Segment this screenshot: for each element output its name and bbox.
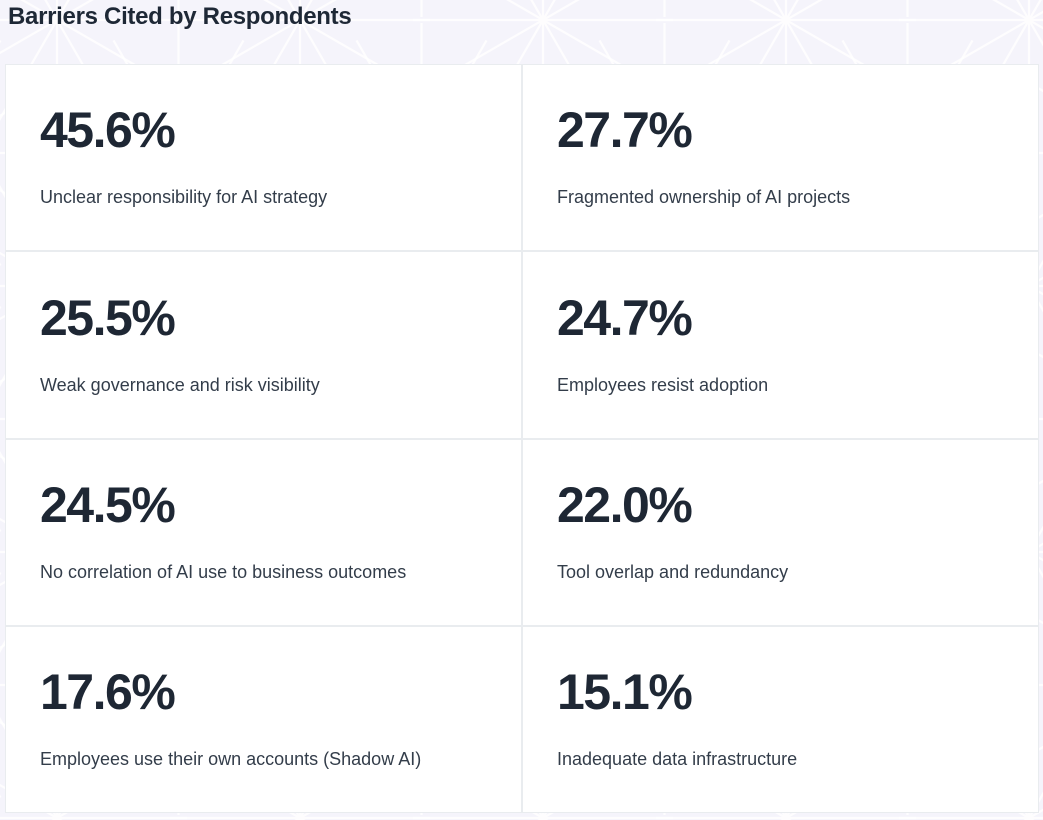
stat-card: 17.6% Employees use their own accounts (…	[5, 625, 522, 813]
stat-value: 25.5%	[40, 289, 176, 346]
stat-value: 45.6%	[40, 102, 176, 159]
stat-value: 24.7%	[557, 289, 693, 346]
stat-card: 27.7% Fragmented ownership of AI project…	[522, 64, 1039, 252]
stat-value: 22.0%	[557, 476, 693, 533]
stat-label: No correlation of AI use to business out…	[40, 561, 407, 582]
stat-value: 15.1%	[557, 664, 693, 721]
stat-value: 24.5%	[40, 476, 176, 533]
stat-label: Fragmented ownership of AI projects	[557, 187, 851, 208]
stat-label: Unclear responsibility for AI strategy	[40, 187, 328, 208]
stat-label: Employees resist adoption	[557, 374, 769, 395]
stat-label: Tool overlap and redundancy	[557, 561, 789, 582]
stat-label: Weak governance and risk visibility	[40, 374, 320, 395]
stat-card: 45.6% Unclear responsibility for AI stra…	[5, 64, 522, 252]
stat-card: 15.1% Inadequate data infrastructure	[522, 625, 1039, 813]
stat-card: 24.7% Employees resist adoption	[522, 251, 1039, 439]
stat-grid: 45.6% Unclear responsibility for AI stra…	[5, 64, 1039, 813]
stat-label: Inadequate data infrastructure	[557, 749, 798, 770]
stat-card: 24.5% No correlation of AI use to busine…	[5, 438, 522, 626]
page-title: Barriers Cited by Respondents	[8, 3, 352, 30]
stat-card: 25.5% Weak governance and risk visibilit…	[5, 251, 522, 439]
stat-value: 17.6%	[40, 664, 176, 721]
stat-card: 22.0% Tool overlap and redundancy	[522, 438, 1039, 626]
stat-label: Employees use their own accounts (Shadow…	[40, 749, 422, 770]
stat-value: 27.7%	[557, 102, 693, 159]
